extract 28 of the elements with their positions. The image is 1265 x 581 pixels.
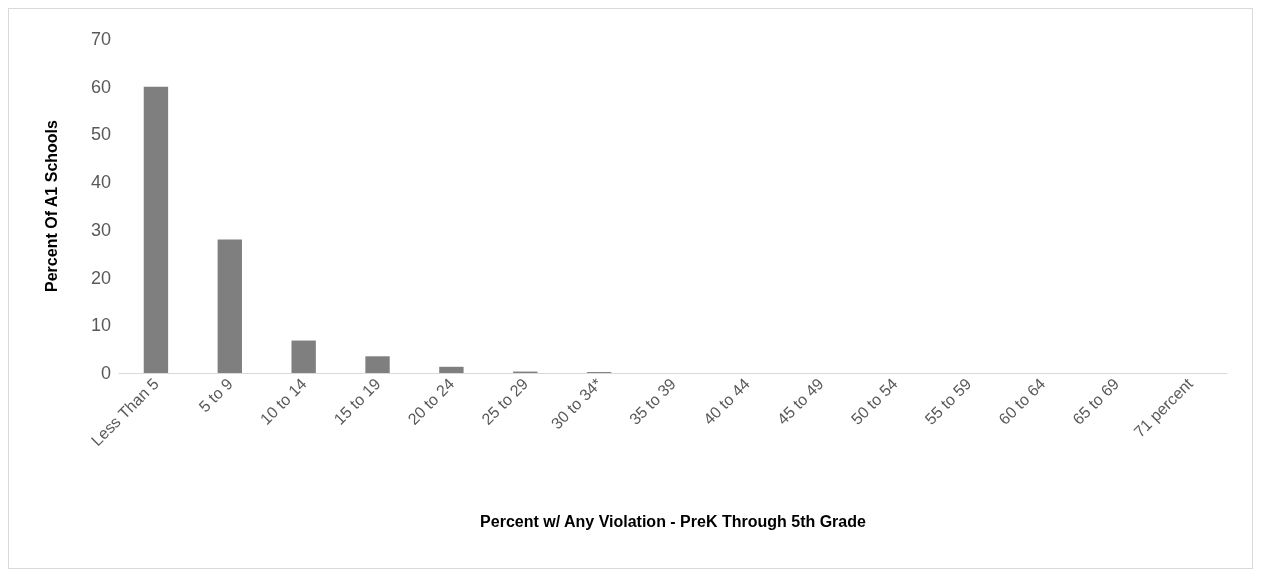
bar [439,366,464,373]
x-tick-label: 15 to 19 [330,374,384,428]
x-tick-label: 20 to 24 [404,374,458,428]
x-tick-label: 5 to 9 [195,374,236,416]
x-tick-label: 55 to 59 [921,374,975,428]
bar [143,86,169,373]
x-tick-label: 60 to 64 [995,374,1049,428]
x-tick-label: 10 to 14 [256,374,310,428]
x-axis-title: Percent w/ Any Violation - PreK Through 5th Grade [480,512,867,530]
x-tick-label: 40 to 44 [700,374,753,428]
y-tick-label: 0 [100,363,111,383]
y-axis-title: Percent Of A1 Schools [42,119,60,292]
y-tick-label: 30 [90,219,111,240]
y-tick-label: 10 [90,315,111,336]
y-tick-label: 50 [90,124,111,145]
x-tick-label: 45 to 49 [773,374,827,428]
x-tick-label: 65 to 69 [1069,374,1123,428]
y-tick-label: 20 [90,267,111,288]
x-tick-label: 25 to 29 [478,374,532,428]
y-tick-label: 70 [90,29,111,49]
y-tick-label: 60 [90,76,111,97]
bar [217,239,242,373]
x-tick-label: 50 to 54 [847,374,901,428]
bar [365,356,390,373]
bar [291,340,316,373]
y-tick-label: 40 [90,172,111,193]
x-tick-label: 35 to 39 [626,374,680,428]
x-tick-label: 30 to 34* [547,374,606,433]
